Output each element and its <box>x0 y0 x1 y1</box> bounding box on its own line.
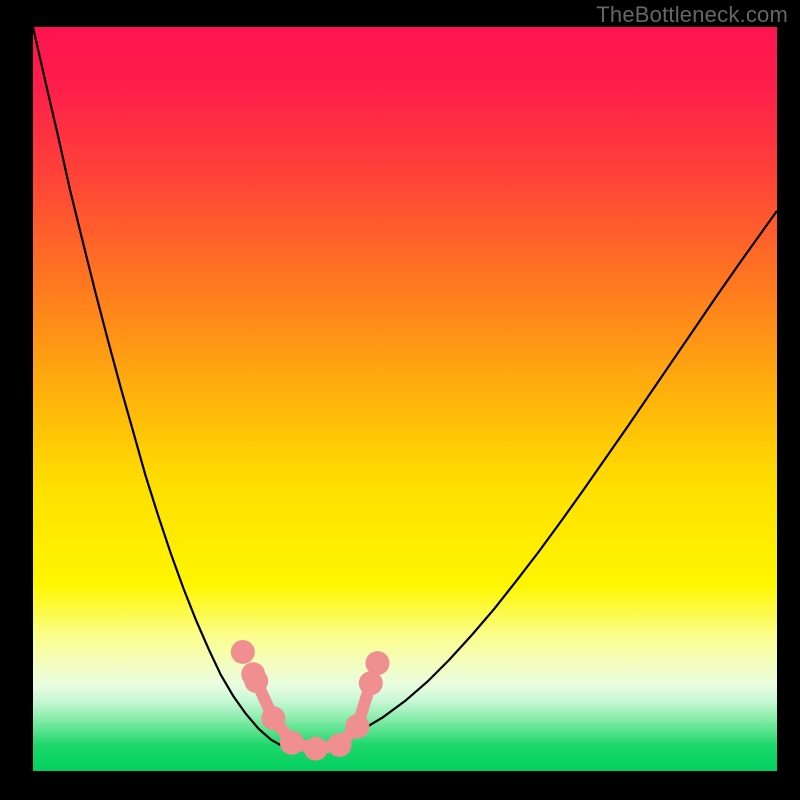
dot-3 <box>261 706 285 730</box>
dot-0 <box>231 640 255 664</box>
gradient-plot-area <box>33 27 777 771</box>
chart-container: TheBottleneck.com <box>0 0 800 800</box>
bottleneck-curve-chart <box>0 0 800 800</box>
dot-7 <box>345 714 369 738</box>
dot-9 <box>365 651 389 675</box>
dot-5 <box>304 737 328 761</box>
dot-6 <box>328 733 352 757</box>
dot-4 <box>280 731 304 755</box>
watermark-label: TheBottleneck.com <box>596 2 788 28</box>
dot-2 <box>244 669 268 693</box>
